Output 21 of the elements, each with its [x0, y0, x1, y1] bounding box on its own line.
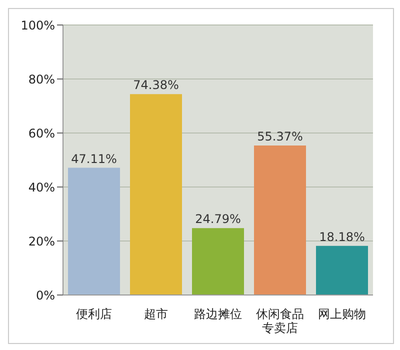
data-label: 24.79% [195, 212, 241, 226]
x-tick-label: 路边摊位 [194, 306, 242, 321]
x-tick-label: 网上购物 [318, 306, 366, 321]
data-label: 74.38% [133, 78, 179, 92]
bar [192, 228, 244, 295]
y-tick-label: 20% [28, 234, 55, 248]
data-label: 18.18% [319, 230, 365, 244]
bar [316, 246, 368, 295]
bar [254, 146, 306, 295]
bar [130, 94, 182, 295]
data-label: 55.37% [257, 130, 303, 144]
x-tick-label: 休闲食品专卖店 [256, 306, 304, 336]
y-tick-label: 0% [36, 288, 55, 302]
y-tick-label: 60% [28, 126, 55, 140]
x-tick-label: 便利店 [76, 306, 112, 321]
y-tick-label: 100% [20, 18, 55, 32]
bar [68, 168, 120, 295]
y-tick-label: 40% [28, 180, 55, 194]
y-tick-label: 80% [28, 72, 55, 86]
data-label: 47.11% [71, 152, 117, 166]
x-tick-label: 超市 [144, 306, 168, 321]
